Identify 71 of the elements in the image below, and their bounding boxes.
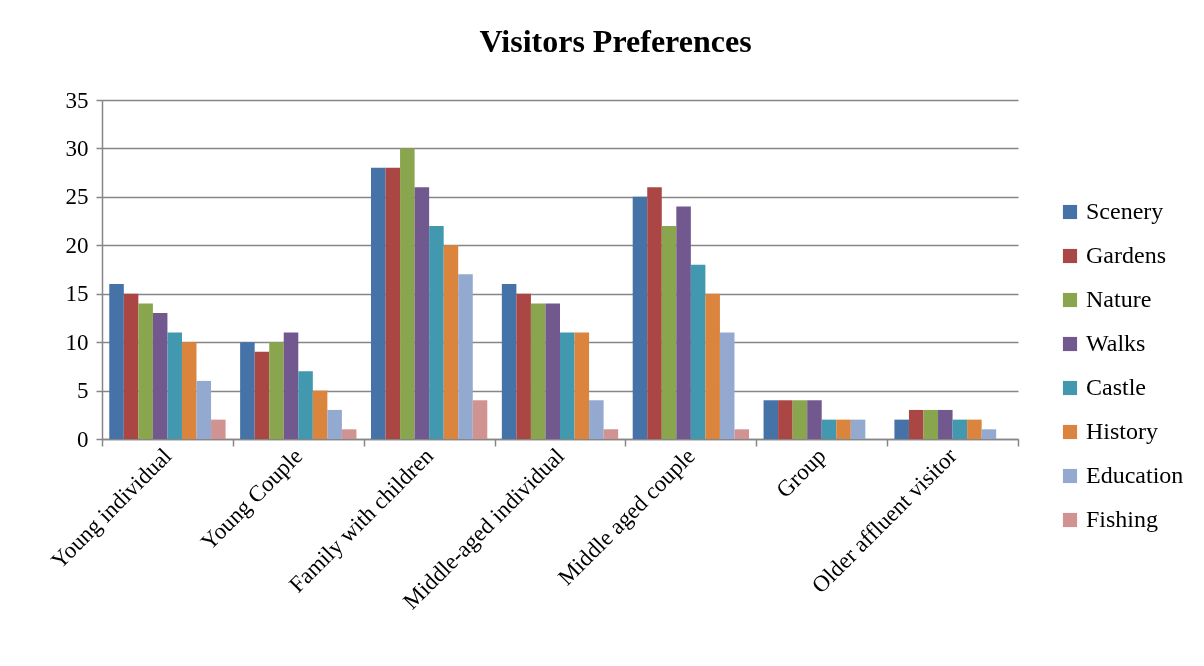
bar [138, 303, 153, 439]
bar [908, 409, 924, 439]
bar [952, 419, 968, 439]
bar [240, 342, 255, 439]
y-tick-label: 15 [65, 281, 89, 307]
legend-label: Castle [1086, 374, 1146, 400]
bar [778, 400, 793, 439]
legend-label: Education [1086, 462, 1184, 488]
bar [123, 293, 139, 439]
bar [414, 187, 430, 439]
y-tick-label: 5 [77, 378, 89, 404]
bar [734, 429, 750, 439]
bar [763, 400, 779, 439]
bar [632, 196, 648, 439]
y-tick-label: 30 [65, 135, 89, 161]
bar [574, 332, 590, 439]
bar [269, 342, 284, 439]
y-tick-label: 20 [65, 232, 89, 258]
bar [661, 225, 677, 439]
bar [312, 390, 328, 439]
bar [545, 303, 560, 439]
bar [341, 429, 357, 439]
bar [530, 303, 546, 439]
bar [400, 148, 415, 439]
legend-label: History [1086, 418, 1158, 444]
bar [647, 187, 662, 439]
bar [109, 284, 124, 439]
bar [167, 332, 182, 439]
chart-title: Visitors Preferences [479, 23, 752, 59]
bar [938, 409, 953, 439]
bar [719, 332, 735, 439]
bar [370, 167, 386, 439]
bar [836, 419, 851, 439]
bar [472, 400, 488, 439]
bar [603, 429, 619, 439]
bar [560, 332, 575, 439]
bar [807, 400, 822, 439]
bar [298, 371, 313, 439]
bar [458, 274, 473, 439]
legend-label: Scenery [1086, 198, 1164, 224]
bar [516, 293, 531, 439]
bar [821, 419, 837, 439]
bar [894, 419, 909, 439]
bar [981, 429, 997, 439]
bar [676, 206, 691, 439]
bar [181, 342, 197, 439]
bar [385, 167, 401, 439]
bar [589, 400, 604, 439]
bar [705, 293, 720, 439]
bar [443, 245, 459, 439]
legend-label: Nature [1086, 286, 1152, 312]
bar [429, 225, 444, 439]
y-tick-label: 0 [77, 426, 89, 452]
bar [196, 380, 212, 439]
y-tick-label: 35 [65, 87, 89, 113]
legend-label: Fishing [1086, 506, 1159, 532]
bar [327, 409, 342, 439]
legend-label: Walks [1086, 330, 1146, 356]
bar [792, 400, 808, 439]
bar [923, 409, 939, 439]
bar [501, 284, 517, 439]
bar [967, 419, 982, 439]
bar [850, 419, 866, 439]
bar [152, 313, 168, 439]
bar [690, 264, 706, 439]
y-tick-label: 25 [65, 184, 89, 210]
bar [254, 351, 270, 439]
legend-label: Gardens [1086, 242, 1166, 268]
bar [283, 332, 299, 439]
bar [211, 419, 226, 439]
y-tick-label: 10 [65, 329, 89, 355]
